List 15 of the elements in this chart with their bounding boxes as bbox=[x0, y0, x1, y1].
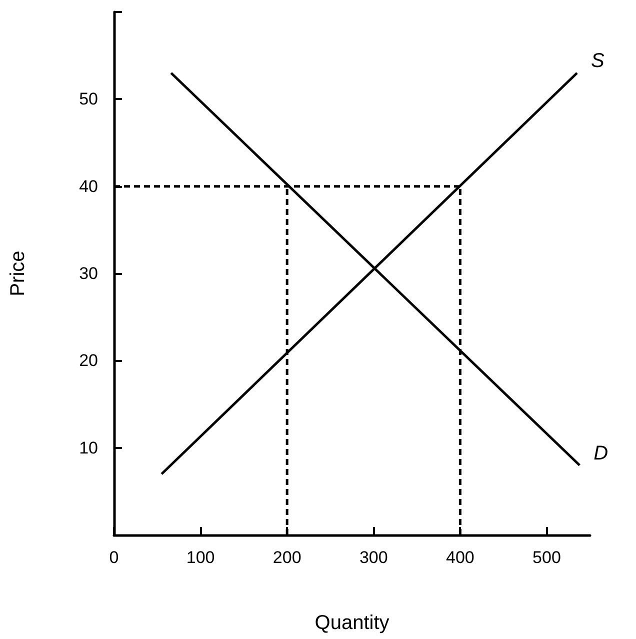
series-label: D bbox=[594, 442, 608, 464]
x-tick-label: 100 bbox=[186, 548, 215, 567]
y-axis-title: Price bbox=[7, 250, 29, 296]
x-tick-label: 400 bbox=[446, 548, 474, 567]
y-tick-label: 10 bbox=[79, 438, 98, 458]
y-tick-label: 40 bbox=[79, 176, 98, 196]
x-tick-label: 500 bbox=[532, 548, 561, 567]
x-tick-label: 0 bbox=[109, 548, 119, 567]
x-tick-label: 200 bbox=[272, 548, 302, 567]
y-tick-label: 50 bbox=[79, 90, 98, 109]
series-label: S bbox=[591, 50, 606, 72]
x-tick-label: 300 bbox=[359, 548, 388, 567]
y-tick-label: 20 bbox=[79, 351, 98, 370]
x-axis-title: Quantity bbox=[314, 612, 390, 634]
y-tick-label: 30 bbox=[79, 264, 98, 283]
